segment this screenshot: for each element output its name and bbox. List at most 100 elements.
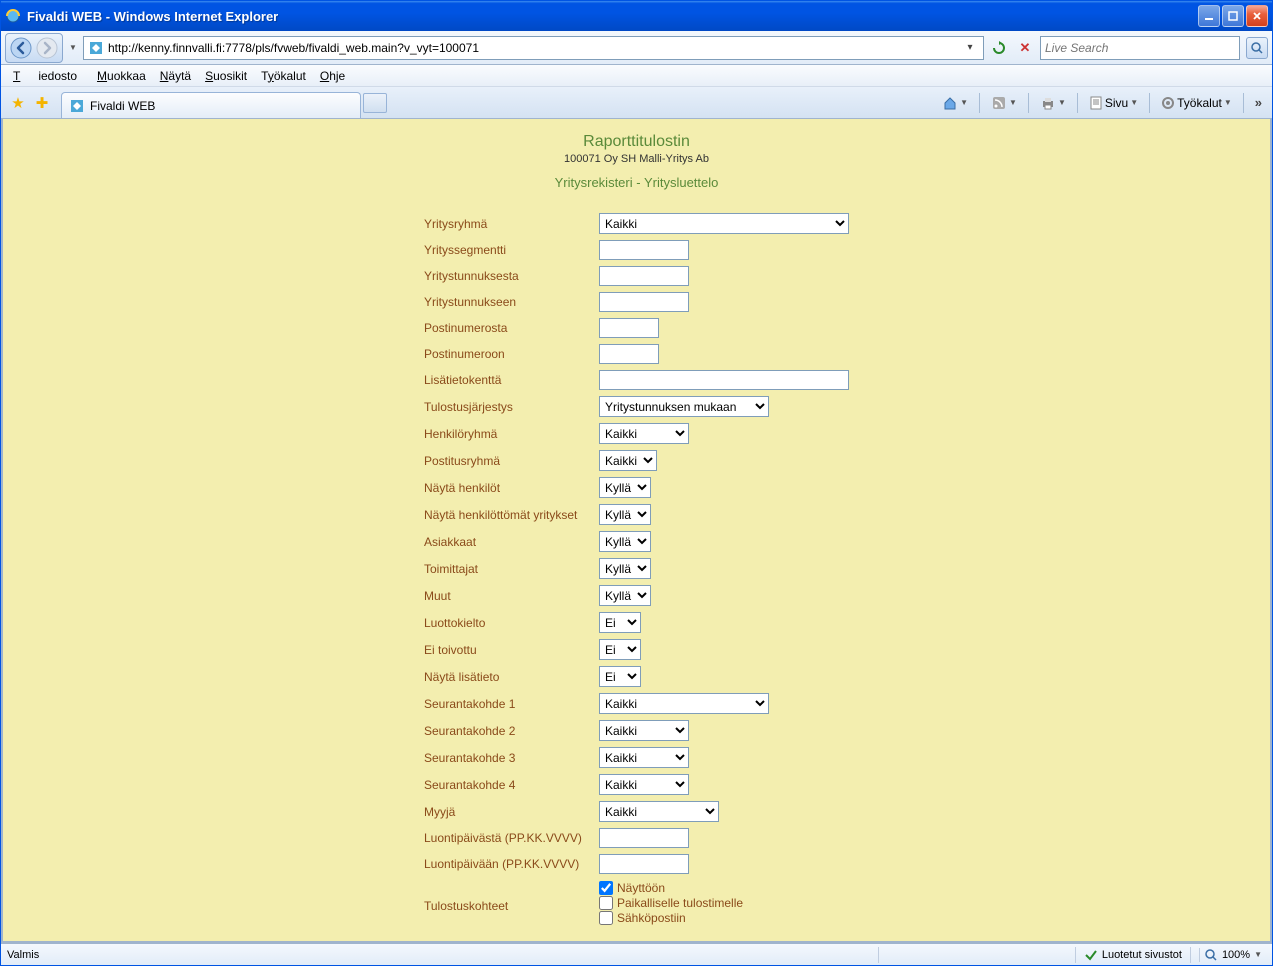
zoom-value: 100% (1222, 949, 1250, 961)
select-nayta-henkilottomat[interactable]: Kyllä (599, 504, 651, 525)
tab-bar: ★ ✚ Fivaldi WEB ▼ ▼ ▼ (1, 87, 1272, 119)
select-yritysryhma[interactable]: Kaikki (599, 213, 849, 234)
checkbox-paikalliselle[interactable] (599, 896, 613, 910)
tab-label: Fivaldi WEB (90, 99, 155, 113)
label-postinumeroon: Postinumeroon (418, 341, 593, 367)
label-yritystunnuksesta: Yritystunnuksesta (418, 263, 593, 289)
maximize-button[interactable] (1222, 5, 1244, 27)
select-nayta-henkilot[interactable]: Kyllä (599, 477, 651, 498)
label-postinumerosta: Postinumerosta (418, 315, 593, 341)
label-seurantakohde3: Seurantakohde 3 (418, 744, 593, 771)
menu-view[interactable]: Näytä (154, 67, 197, 85)
address-dropdown[interactable]: ▾ (961, 39, 979, 57)
menu-file[interactable]: Tiedosto (7, 67, 89, 85)
refresh-button[interactable] (988, 37, 1010, 59)
menu-help[interactable]: Ohje (314, 67, 351, 85)
page-subtitle: 100071 Oy SH Malli-Yritys Ab (23, 153, 1250, 165)
expand-button[interactable]: » (1251, 93, 1266, 112)
checkbox-paikalliselle-label: Paikalliselle tulostimelle (617, 896, 743, 910)
page-title: Raporttitulostin (23, 133, 1250, 151)
tab-fivaldi[interactable]: Fivaldi WEB (61, 92, 361, 118)
select-tulostusjarjestys[interactable]: Yritystunnuksen mukaan (599, 396, 769, 417)
label-postitusryhma: Postitusryhmä (418, 447, 593, 474)
address-input[interactable] (108, 41, 957, 55)
select-toimittajat[interactable]: Kyllä (599, 558, 651, 579)
page-menu-label: Sivu (1105, 96, 1128, 110)
page-favicon (88, 40, 104, 56)
ie-icon (5, 8, 21, 24)
label-lisatietokentta: Lisätietokenttä (418, 367, 593, 393)
select-luottokielto[interactable]: Ei (599, 612, 641, 633)
page-menu-button[interactable]: Sivu ▼ (1085, 94, 1142, 112)
forward-button[interactable] (34, 36, 60, 60)
check-icon (1084, 948, 1098, 962)
label-myyja: Myyjä (418, 798, 593, 825)
page: Raporttitulostin 100071 Oy SH Malli-Yrit… (3, 119, 1270, 941)
input-postinumerosta[interactable] (599, 318, 659, 338)
content-frame: Raporttitulostin 100071 Oy SH Malli-Yrit… (1, 119, 1272, 943)
label-henkiloryhma: Henkilöryhmä (418, 420, 593, 447)
security-zone[interactable]: Luotetut sivustot (1084, 948, 1182, 962)
search-input[interactable] (1045, 41, 1235, 55)
label-luottokielto: Luottokielto (418, 609, 593, 636)
input-yritystunnukseen[interactable] (599, 292, 689, 312)
select-ei-toivottu[interactable]: Ei (599, 639, 641, 660)
window-title: Fivaldi WEB - Windows Internet Explorer (27, 9, 1198, 24)
status-bar: Valmis Luotetut sivustot 100% ▼ (1, 943, 1272, 965)
label-yrityssegmentti: Yrityssegmentti (418, 237, 593, 263)
checkbox-sahkopostiin[interactable] (599, 911, 613, 925)
input-yrityssegmentti[interactable] (599, 240, 689, 260)
minimize-button[interactable] (1198, 5, 1220, 27)
content-scroll[interactable]: Raporttitulostin 100071 Oy SH Malli-Yrit… (3, 119, 1270, 941)
back-button[interactable] (8, 36, 34, 60)
close-button[interactable] (1246, 5, 1268, 27)
select-nayta-lisatieto[interactable]: Ei (599, 666, 641, 687)
stop-button[interactable]: ✕ (1014, 37, 1036, 59)
select-postitusryhma[interactable]: Kaikki (599, 450, 657, 471)
input-lisatietokentta[interactable] (599, 370, 849, 390)
select-seurantakohde4[interactable]: Kaikki (599, 774, 689, 795)
select-myyja[interactable]: Kaikki (599, 801, 719, 822)
select-seurantakohde1[interactable]: Kaikki (599, 693, 769, 714)
menu-file-label: iedosto (32, 67, 83, 85)
add-favorite-button[interactable]: ✚ (31, 92, 53, 114)
input-yritystunnuksesta[interactable] (599, 266, 689, 286)
label-nayta-lisatieto: Näytä lisätieto (418, 663, 593, 690)
menu-edit[interactable]: Muokkaa (91, 67, 152, 85)
select-seurantakohde3[interactable]: Kaikki (599, 747, 689, 768)
address-bar: ▾ (83, 36, 984, 60)
new-tab-button[interactable] (363, 93, 387, 113)
input-luontipaivasta[interactable] (599, 828, 689, 848)
titlebar: Fivaldi WEB - Windows Internet Explorer (1, 1, 1272, 31)
menu-tools[interactable]: Työkalut (255, 67, 312, 85)
nav-history-dropdown[interactable]: ▼ (67, 43, 79, 52)
browser-window: Fivaldi WEB - Windows Internet Explorer … (0, 0, 1273, 966)
favorites-center-button[interactable]: ★ (7, 92, 29, 114)
select-asiakkaat[interactable]: Kyllä (599, 531, 651, 552)
home-button[interactable]: ▼ (938, 93, 972, 113)
label-luontipaivaan: Luontipäivään (PP.KK.VVVV) (418, 851, 593, 877)
label-nayta-henkilot: Näytä henkilöt (418, 474, 593, 501)
page-section: Yritysrekisteri - Yritysluettelo (23, 175, 1250, 190)
search-button[interactable] (1246, 37, 1268, 59)
tools-menu-label: Työkalut (1177, 96, 1222, 110)
search-box (1040, 36, 1240, 60)
tools-menu-button[interactable]: Työkalut ▼ (1157, 94, 1236, 112)
menu-bar: Tiedosto Muokkaa Näytä Suosikit Työkalut… (1, 65, 1272, 87)
checkbox-nayttoon[interactable] (599, 881, 613, 895)
menu-favorites[interactable]: Suosikit (199, 67, 253, 85)
feeds-button[interactable]: ▼ (987, 93, 1021, 113)
nav-toolbar: ▼ ▾ ✕ (1, 31, 1272, 65)
select-muut[interactable]: Kyllä (599, 585, 651, 606)
label-tulostusjarjestys: Tulostusjärjestys (418, 393, 593, 420)
security-zone-label: Luotetut sivustot (1102, 949, 1182, 961)
tab-favicon (70, 99, 84, 113)
zoom-control[interactable]: 100% ▼ (1199, 948, 1266, 962)
input-postinumeroon[interactable] (599, 344, 659, 364)
zoom-icon (1204, 948, 1218, 962)
select-henkiloryhma[interactable]: Kaikki (599, 423, 689, 444)
print-button[interactable]: ▼ (1036, 93, 1070, 113)
input-luontipaivaan[interactable] (599, 854, 689, 874)
nav-buttons (5, 33, 63, 63)
select-seurantakohde2[interactable]: Kaikki (599, 720, 689, 741)
